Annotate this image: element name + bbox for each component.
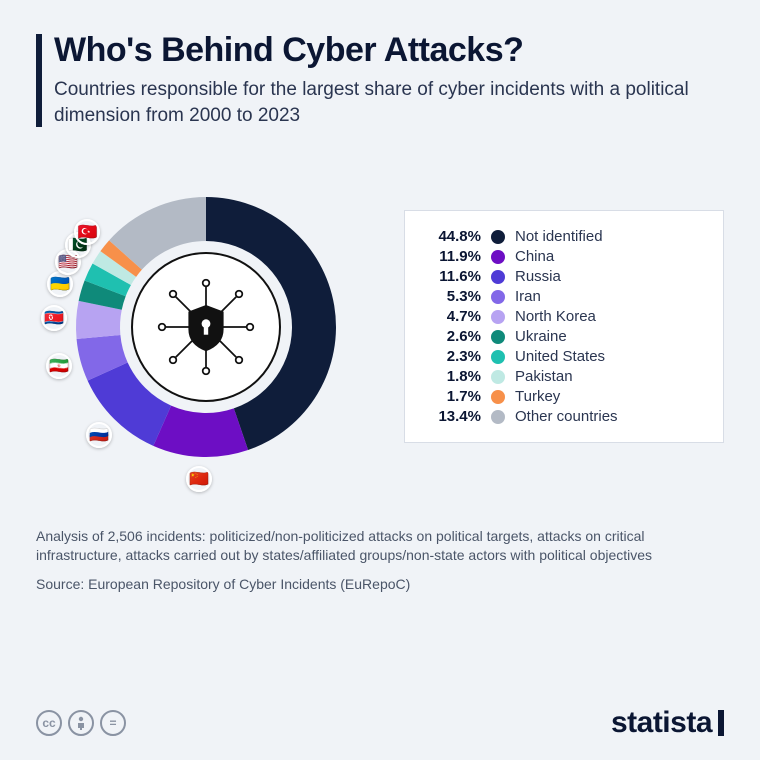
- flag-marker: 🇷🇺: [86, 422, 112, 448]
- legend-dot: [491, 410, 505, 424]
- legend-pct: 44.8%: [423, 228, 481, 245]
- legend-label: China: [515, 248, 554, 265]
- cc-icon: cc: [36, 710, 62, 736]
- by-icon: [68, 710, 94, 736]
- chart-subtitle: Countries responsible for the largest sh…: [54, 77, 724, 128]
- legend-label: Russia: [515, 268, 561, 285]
- legend-row: 1.8% Pakistan: [423, 368, 705, 385]
- brand-bar-icon: [718, 710, 724, 736]
- legend-dot: [491, 350, 505, 364]
- legend-row: 4.7% North Korea: [423, 308, 705, 325]
- legend-pct: 5.3%: [423, 288, 481, 305]
- center-shield-icon: [131, 252, 281, 402]
- legend-label: Ukraine: [515, 328, 567, 345]
- chart-row: 🇨🇳🇷🇺🇮🇷🇰🇵🇺🇦🇺🇸🇵🇰🇹🇷 44.8%Not identified11.9…: [36, 157, 724, 497]
- legend-pct: 4.7%: [423, 308, 481, 325]
- legend-pct: 1.7%: [423, 388, 481, 405]
- flag-marker: 🇹🇷: [74, 219, 100, 245]
- legend-row: 44.8% Not identified: [423, 228, 705, 245]
- donut-chart: 🇨🇳🇷🇺🇮🇷🇰🇵🇺🇦🇺🇸🇵🇰🇹🇷: [36, 157, 376, 497]
- legend-dot: [491, 310, 505, 324]
- legend-box: 44.8% Not identified 11.9% China 11.6% Russia…: [404, 210, 724, 443]
- legend-label: United States: [515, 348, 605, 365]
- legend-pct: 11.9%: [423, 248, 481, 265]
- legend-dot: [491, 390, 505, 404]
- nd-icon: =: [100, 710, 126, 736]
- legend-row: 11.9% China: [423, 248, 705, 265]
- footnote-text: Analysis of 2,506 incidents: politicized…: [36, 527, 724, 566]
- header-block: Who's Behind Cyber Attacks? Countries re…: [36, 32, 724, 129]
- legend-dot: [491, 330, 505, 344]
- legend-label: North Korea: [515, 308, 596, 325]
- flag-marker: 🇨🇳: [186, 466, 212, 492]
- chart-title: Who's Behind Cyber Attacks?: [54, 32, 724, 69]
- legend-dot: [491, 370, 505, 384]
- legend-label: Iran: [515, 288, 541, 305]
- legend-dot: [491, 230, 505, 244]
- title-accent-bar: [36, 34, 42, 127]
- legend-pct: 1.8%: [423, 368, 481, 385]
- legend-row: 5.3% Iran: [423, 288, 705, 305]
- source-text: Source: European Repository of Cyber Inc…: [36, 576, 724, 592]
- legend-row: 1.7% Turkey: [423, 388, 705, 405]
- legend-pct: 2.3%: [423, 348, 481, 365]
- legend-pct: 11.6%: [423, 268, 481, 285]
- legend-row: 2.6% Ukraine: [423, 328, 705, 345]
- legend-pct: 13.4%: [423, 408, 481, 425]
- license-icons: cc =: [36, 710, 126, 736]
- legend-dot: [491, 290, 505, 304]
- legend-dot: [491, 250, 505, 264]
- flag-marker: 🇮🇷: [46, 353, 72, 379]
- legend-label: Pakistan: [515, 368, 573, 385]
- brand-logo: statista: [611, 706, 724, 740]
- legend-label: Other countries: [515, 408, 618, 425]
- legend-row: 11.6% Russia: [423, 268, 705, 285]
- legend-row: 13.4% Other countries: [423, 408, 705, 425]
- legend-label: Turkey: [515, 388, 560, 405]
- legend-label: Not identified: [515, 228, 603, 245]
- footer-row: cc = statista: [36, 706, 724, 740]
- legend-pct: 2.6%: [423, 328, 481, 345]
- legend-dot: [491, 270, 505, 284]
- legend-row: 2.3% United States: [423, 348, 705, 365]
- flag-marker: 🇺🇦: [47, 271, 73, 297]
